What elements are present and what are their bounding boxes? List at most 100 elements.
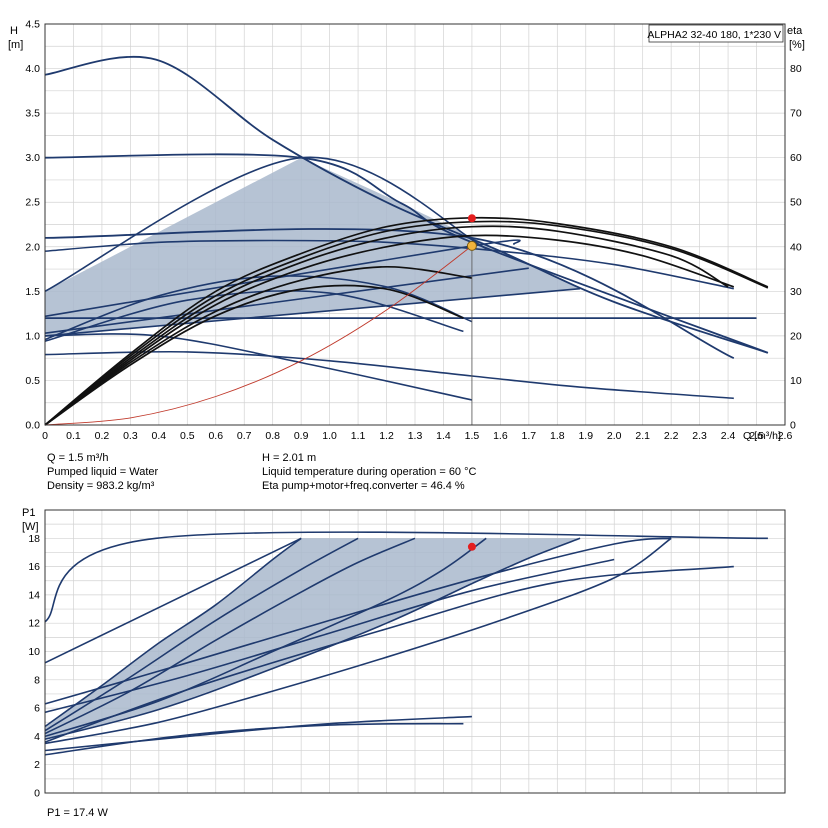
x-tick-label: 1.4: [436, 430, 451, 442]
plot-frame: [44, 509, 786, 794]
x-tick-label: 0.1: [66, 430, 81, 442]
y-axis-label: H: [10, 25, 18, 37]
liquid-temperature: Liquid temperature during operation = 60…: [262, 466, 477, 478]
y-right-tick-label: 70: [790, 108, 802, 120]
eta-curve-14: [44, 220, 769, 426]
x-tick-label: 2.5: [749, 430, 764, 442]
x-tick-label: 2.1: [635, 430, 650, 442]
y-tick-label: 14: [28, 589, 40, 601]
y-tick-label: 4.5: [25, 19, 40, 31]
power-duty-point-marker: [467, 542, 476, 551]
pumped-liquid: Pumped liquid = Water: [47, 466, 159, 478]
y-tick-label: 10: [28, 646, 40, 658]
x-tick-label: 0.5: [180, 430, 195, 442]
duty-info-left: Q = 1.5 m³/h Pumped liquid = Water Densi…: [47, 451, 158, 493]
y-axis-unit: [W]: [22, 521, 39, 533]
plot-frame: [44, 23, 786, 426]
x-tick-label: 1.1: [351, 430, 366, 442]
y-tick-label: 18: [28, 533, 40, 545]
x-tick-label: 0.9: [294, 430, 309, 442]
power-curve-9: [44, 537, 359, 732]
power-curve-0: [44, 531, 768, 623]
y-axis-label: P1: [22, 507, 35, 519]
x-tick-label: 2.3: [692, 430, 707, 442]
y-tick-label: 3.5: [25, 108, 40, 120]
x-tick-label: 1.9: [578, 430, 593, 442]
y-right-tick-label: 60: [790, 152, 802, 164]
x-tick-label: 2.2: [664, 430, 679, 442]
y-right-tick-label: 40: [790, 241, 802, 253]
y-right-tick-label: 30: [790, 286, 802, 298]
x-axis-label: Q [m³/h]: [743, 430, 781, 442]
density-value: Density = 983.2 kg/m³: [47, 480, 155, 492]
x-tick-label: 1.8: [550, 430, 565, 442]
y-tick-label: 1.0: [25, 330, 40, 342]
y-right-tick-label: 80: [790, 63, 802, 75]
prop-pressure-curve-9: [44, 287, 581, 337]
y-right-tick-label: 50: [790, 197, 802, 209]
x-tick-label: 0.6: [208, 430, 223, 442]
prop-pressure-curve-7: [44, 239, 521, 318]
y-tick-label: 2: [34, 759, 40, 771]
power-chart: 0 2 4 6 8 10 12 14 16 18 P1 [W]: [22, 507, 786, 800]
y-axis-unit: [m]: [8, 39, 23, 51]
x-tick-label: 2.6: [778, 430, 793, 442]
flow-value: Q = 1.5 m³/h: [47, 452, 109, 464]
x-tick-label: 1.7: [522, 430, 537, 442]
head-chart: 0.0 0.5 1.0 1.5 2.0 2.5 3.0 3.5 4.0 4.5 0 10 20 30 40 5…: [8, 19, 805, 443]
title-box: [648, 24, 784, 43]
x-tick-label: 2.4: [721, 430, 736, 442]
head-curve-10: [44, 239, 734, 290]
y-tick-label: 1.5: [25, 286, 40, 298]
power-curve-11: [44, 558, 615, 714]
eta-curve-18: [44, 284, 464, 426]
eta-curve-13: [44, 216, 769, 426]
head-max-curve-0: [44, 55, 769, 354]
x-tick-label: 2.0: [607, 430, 622, 442]
y-right-tick-label: 0: [790, 420, 796, 432]
eta-curve-15: [44, 225, 729, 426]
y-tick-label: 4.0: [25, 63, 40, 75]
x-tick-label: 0: [42, 430, 48, 442]
power-curve-6: [44, 537, 581, 740]
power-curve-2: [44, 565, 734, 743]
y-right-axis-label: eta: [787, 25, 803, 37]
x-tick-label: 1.2: [379, 430, 394, 442]
head-curve-12: [44, 290, 464, 342]
power-curve-4: [44, 722, 464, 756]
y-tick-label: 4: [34, 731, 40, 743]
y-tick-label: 6: [34, 703, 40, 715]
power-curve-12: [44, 537, 672, 705]
chart-title: ALPHA2 32-40 180, 1*230 V: [647, 29, 781, 41]
power-curve-1: [44, 537, 302, 664]
x-tick-label: 0.2: [95, 430, 110, 442]
y-tick-label: 0: [34, 788, 40, 800]
eta-curve-16: [44, 234, 735, 426]
eta-curve-17: [44, 265, 473, 426]
x-tick-label: 1.0: [322, 430, 337, 442]
y-tick-label: 3.0: [25, 152, 40, 164]
y-tick-label: 0.0: [25, 420, 40, 432]
prop-pressure-curve-8: [44, 267, 529, 334]
system-curve-19: [44, 245, 473, 426]
x-tick-label: 0.8: [265, 430, 280, 442]
y-right-tick-label: 10: [790, 375, 802, 387]
y-tick-label: 0.5: [25, 375, 40, 387]
x-tick-label: 0.4: [152, 430, 167, 442]
y-tick-label: 8: [34, 674, 40, 686]
power-curve-7: [44, 537, 487, 738]
duty-info-right: H = 2.01 m Liquid temperature during ope…: [262, 451, 476, 493]
duty-point-marker: [466, 240, 477, 251]
y-tick-label: 16: [28, 561, 40, 573]
x-tick-label: 0.7: [237, 430, 252, 442]
efficiency-value: Eta pump+motor+freq.converter = 46.4 %: [262, 480, 465, 492]
power-curve-5: [44, 537, 672, 745]
power-value: P1 = 17.4 W: [47, 807, 108, 819]
y-right-tick-label: 20: [790, 330, 802, 342]
x-tick-label: 0.3: [123, 430, 138, 442]
y-right-axis-unit: [%]: [789, 39, 805, 51]
prop-pressure-curve-6: [44, 156, 487, 293]
x-tick-label: 1.5: [465, 430, 480, 442]
head-setting-curve-3: [44, 153, 769, 354]
